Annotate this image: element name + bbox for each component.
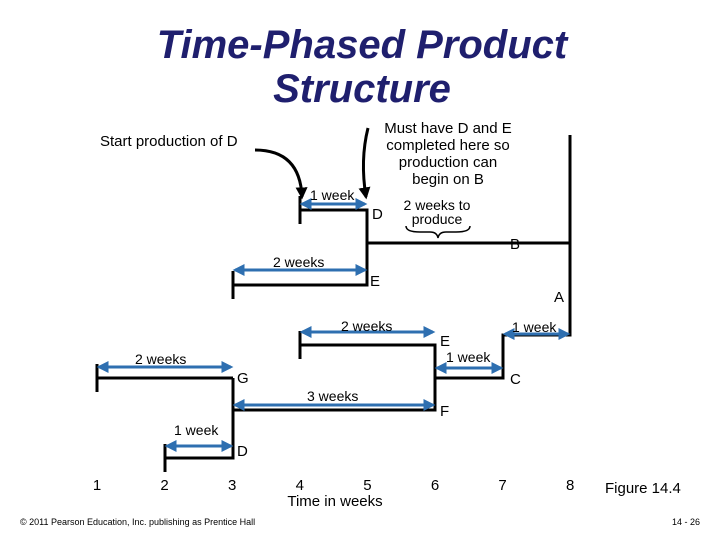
item-label: D <box>237 443 248 460</box>
time-tick-label: 6 <box>431 477 439 494</box>
duration-arrows <box>96 198 571 452</box>
annotation: production can <box>399 154 497 171</box>
annotation: produce <box>412 211 463 227</box>
item-label: B <box>510 236 520 253</box>
annotation-arrow <box>358 127 371 200</box>
duration-label: 1 week <box>174 422 219 438</box>
annotation: begin on B <box>412 171 484 188</box>
annotation: completed here so <box>386 137 509 154</box>
brace <box>405 225 471 239</box>
item-label: E <box>370 273 380 290</box>
footer: © 2011 Pearson Education, Inc. publishin… <box>20 517 255 527</box>
duration-label: 2 weeks <box>273 254 324 270</box>
duration-label: 1 week <box>446 349 491 365</box>
item-label: A <box>554 289 564 306</box>
time-tick-label: 2 <box>160 477 168 494</box>
structure-lines <box>95 135 572 472</box>
time-tick-label: 7 <box>498 477 506 494</box>
duration-label: 1 week <box>512 319 557 335</box>
time-axis: 1 2 3 4 5 6 7 8 <box>93 477 575 494</box>
title-line: Structure <box>273 67 451 111</box>
figure-label: Figure 14.4 <box>605 480 681 497</box>
annotation-arrow <box>254 148 308 200</box>
axis-title: Time in weeks <box>287 493 382 510</box>
duration-label: 2 weeks <box>341 318 392 334</box>
time-tick-label: 3 <box>228 477 236 494</box>
item-label: F <box>440 403 449 420</box>
page-number: 14 - 26 <box>672 517 700 527</box>
item-label: E <box>440 333 450 350</box>
time-tick-label: 1 <box>93 477 101 494</box>
duration-label: 3 weeks <box>307 388 358 404</box>
item-label: D <box>372 206 383 223</box>
annotation: Must have D and E <box>384 120 512 137</box>
duration-label: 1 week <box>310 187 355 203</box>
time-tick-label: 5 <box>363 477 371 494</box>
time-tick-label: 4 <box>296 477 304 494</box>
item-label: G <box>237 370 249 387</box>
title-line: Time-Phased Product <box>157 23 569 67</box>
annotation: 2 weeks to <box>404 197 471 213</box>
annotation: Start production of D <box>100 133 238 150</box>
duration-label: 2 weeks <box>135 351 186 367</box>
item-label: C <box>510 371 521 388</box>
time-tick-label: 8 <box>566 477 574 494</box>
